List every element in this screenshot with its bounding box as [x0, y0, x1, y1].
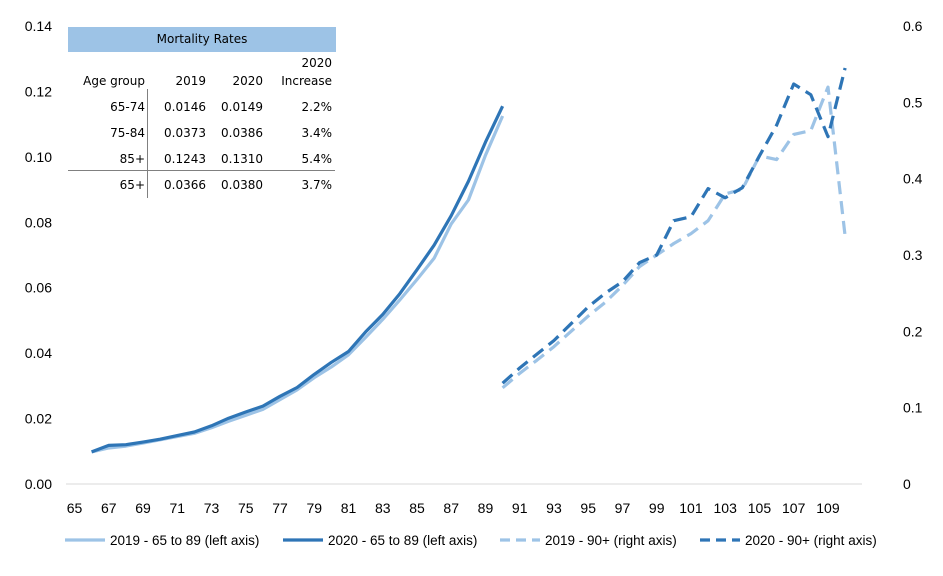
legend: 2019 - 65 to 89 (left axis) 2020 - 65 to …	[65, 533, 877, 548]
right-tick-label: 0	[903, 476, 911, 492]
legend-label: 2020 - 65 to 89 (left axis)	[328, 533, 477, 548]
legend-label: 2019 - 90+ (right axis)	[545, 533, 677, 548]
header-2019: 2019	[175, 74, 206, 88]
cell-increase: 3.7%	[301, 178, 333, 192]
header-increase-line2: Increase	[281, 74, 332, 88]
left-tick-label: 0.14	[25, 18, 52, 34]
x-tick-label: 83	[375, 500, 391, 516]
cell-age: 75-84	[110, 126, 145, 140]
legend-label: 2019 - 65 to 89 (left axis)	[110, 533, 259, 548]
series-line	[501, 85, 847, 390]
table-row: 85+ 0.1243 0.1310 5.4%	[68, 152, 336, 178]
series-line	[501, 67, 847, 385]
x-tick-label: 71	[169, 500, 185, 516]
x-tick-label: 85	[409, 500, 425, 516]
table-divider-vertical	[147, 89, 148, 198]
x-tick-label: 101	[679, 500, 703, 516]
x-tick-label: 93	[546, 500, 562, 516]
header-2020: 2020	[232, 74, 263, 88]
left-axis-ticks: 0.00 0.02 0.04 0.06 0.08 0.10 0.12 0.14	[25, 18, 52, 492]
x-tick-label: 105	[748, 500, 772, 516]
cell-2020: 0.1310	[221, 152, 263, 166]
x-tick-label: 103	[714, 500, 738, 516]
cell-2019: 0.1243	[164, 152, 206, 166]
x-tick-label: 107	[782, 500, 806, 516]
cell-age: 65-74	[110, 100, 145, 114]
left-tick-label: 0.02	[25, 411, 52, 427]
cell-2019: 0.0366	[164, 178, 206, 192]
cell-age: 85+	[119, 152, 145, 166]
x-tick-label: 73	[204, 500, 220, 516]
left-tick-label: 0.04	[25, 345, 52, 361]
table-header-row: Age group 2019 2020 Increase	[68, 74, 336, 100]
x-tick-label: 87	[443, 500, 459, 516]
table-header-row-1: 2020	[68, 52, 336, 74]
left-tick-label: 0.12	[25, 83, 52, 99]
left-tick-label: 0.06	[25, 280, 52, 296]
x-tick-label: 65	[67, 500, 83, 516]
legend-label: 2020 - 90+ (right axis)	[745, 533, 877, 548]
series-lines	[91, 67, 847, 454]
cell-increase: 3.4%	[301, 126, 333, 140]
left-tick-label: 0.08	[25, 214, 52, 230]
table-row: 75-84 0.0373 0.0386 3.4%	[68, 126, 336, 152]
table-divider-horizontal	[68, 170, 335, 171]
cell-2020: 0.0149	[221, 100, 263, 114]
cell-2020: 0.0380	[221, 178, 263, 192]
right-axis-ticks: 0 0.1 0.2 0.3 0.4 0.5 0.6	[903, 18, 923, 492]
cell-increase: 5.4%	[301, 152, 333, 166]
right-tick-label: 0.5	[903, 94, 923, 110]
right-tick-label: 0.4	[903, 171, 923, 187]
right-tick-label: 0.6	[903, 18, 923, 34]
header-increase-line1: 2020	[301, 56, 332, 70]
x-tick-label: 95	[580, 500, 596, 516]
x-tick-label: 81	[341, 500, 357, 516]
series-line	[91, 105, 505, 454]
x-tick-label: 79	[306, 500, 322, 516]
x-tick-label: 75	[238, 500, 254, 516]
x-tick-label: 89	[478, 500, 494, 516]
x-tick-label: 77	[272, 500, 288, 516]
x-tick-label: 67	[101, 500, 117, 516]
header-age-group: Age group	[83, 74, 145, 88]
right-tick-label: 0.1	[903, 400, 923, 416]
table-row: 65-74 0.0146 0.0149 2.2%	[68, 100, 336, 126]
x-tick-label: 91	[512, 500, 528, 516]
cell-2019: 0.0146	[164, 100, 206, 114]
table-row: 65+ 0.0366 0.0380 3.7%	[68, 178, 336, 204]
right-tick-label: 0.3	[903, 247, 923, 263]
right-tick-label: 0.2	[903, 323, 923, 339]
cell-2019: 0.0373	[164, 126, 206, 140]
cell-2020: 0.0386	[221, 126, 263, 140]
x-tick-label: 99	[649, 500, 665, 516]
left-tick-label: 0.00	[25, 476, 52, 492]
x-tick-label: 97	[615, 500, 631, 516]
table-title: Mortality Rates	[68, 27, 336, 52]
x-axis-ticks: 65 67 69 71 73 75 77 79 81 83 85 87 89 91 93 95 97 99 101 1…	[67, 500, 840, 516]
mortality-table: Mortality Rates 2020 Age group 2019 2020…	[68, 27, 336, 204]
cell-age: 65+	[119, 178, 145, 192]
x-tick-label: 109	[816, 500, 840, 516]
cell-increase: 2.2%	[301, 100, 333, 114]
left-tick-label: 0.10	[25, 149, 52, 165]
x-tick-label: 69	[135, 500, 151, 516]
